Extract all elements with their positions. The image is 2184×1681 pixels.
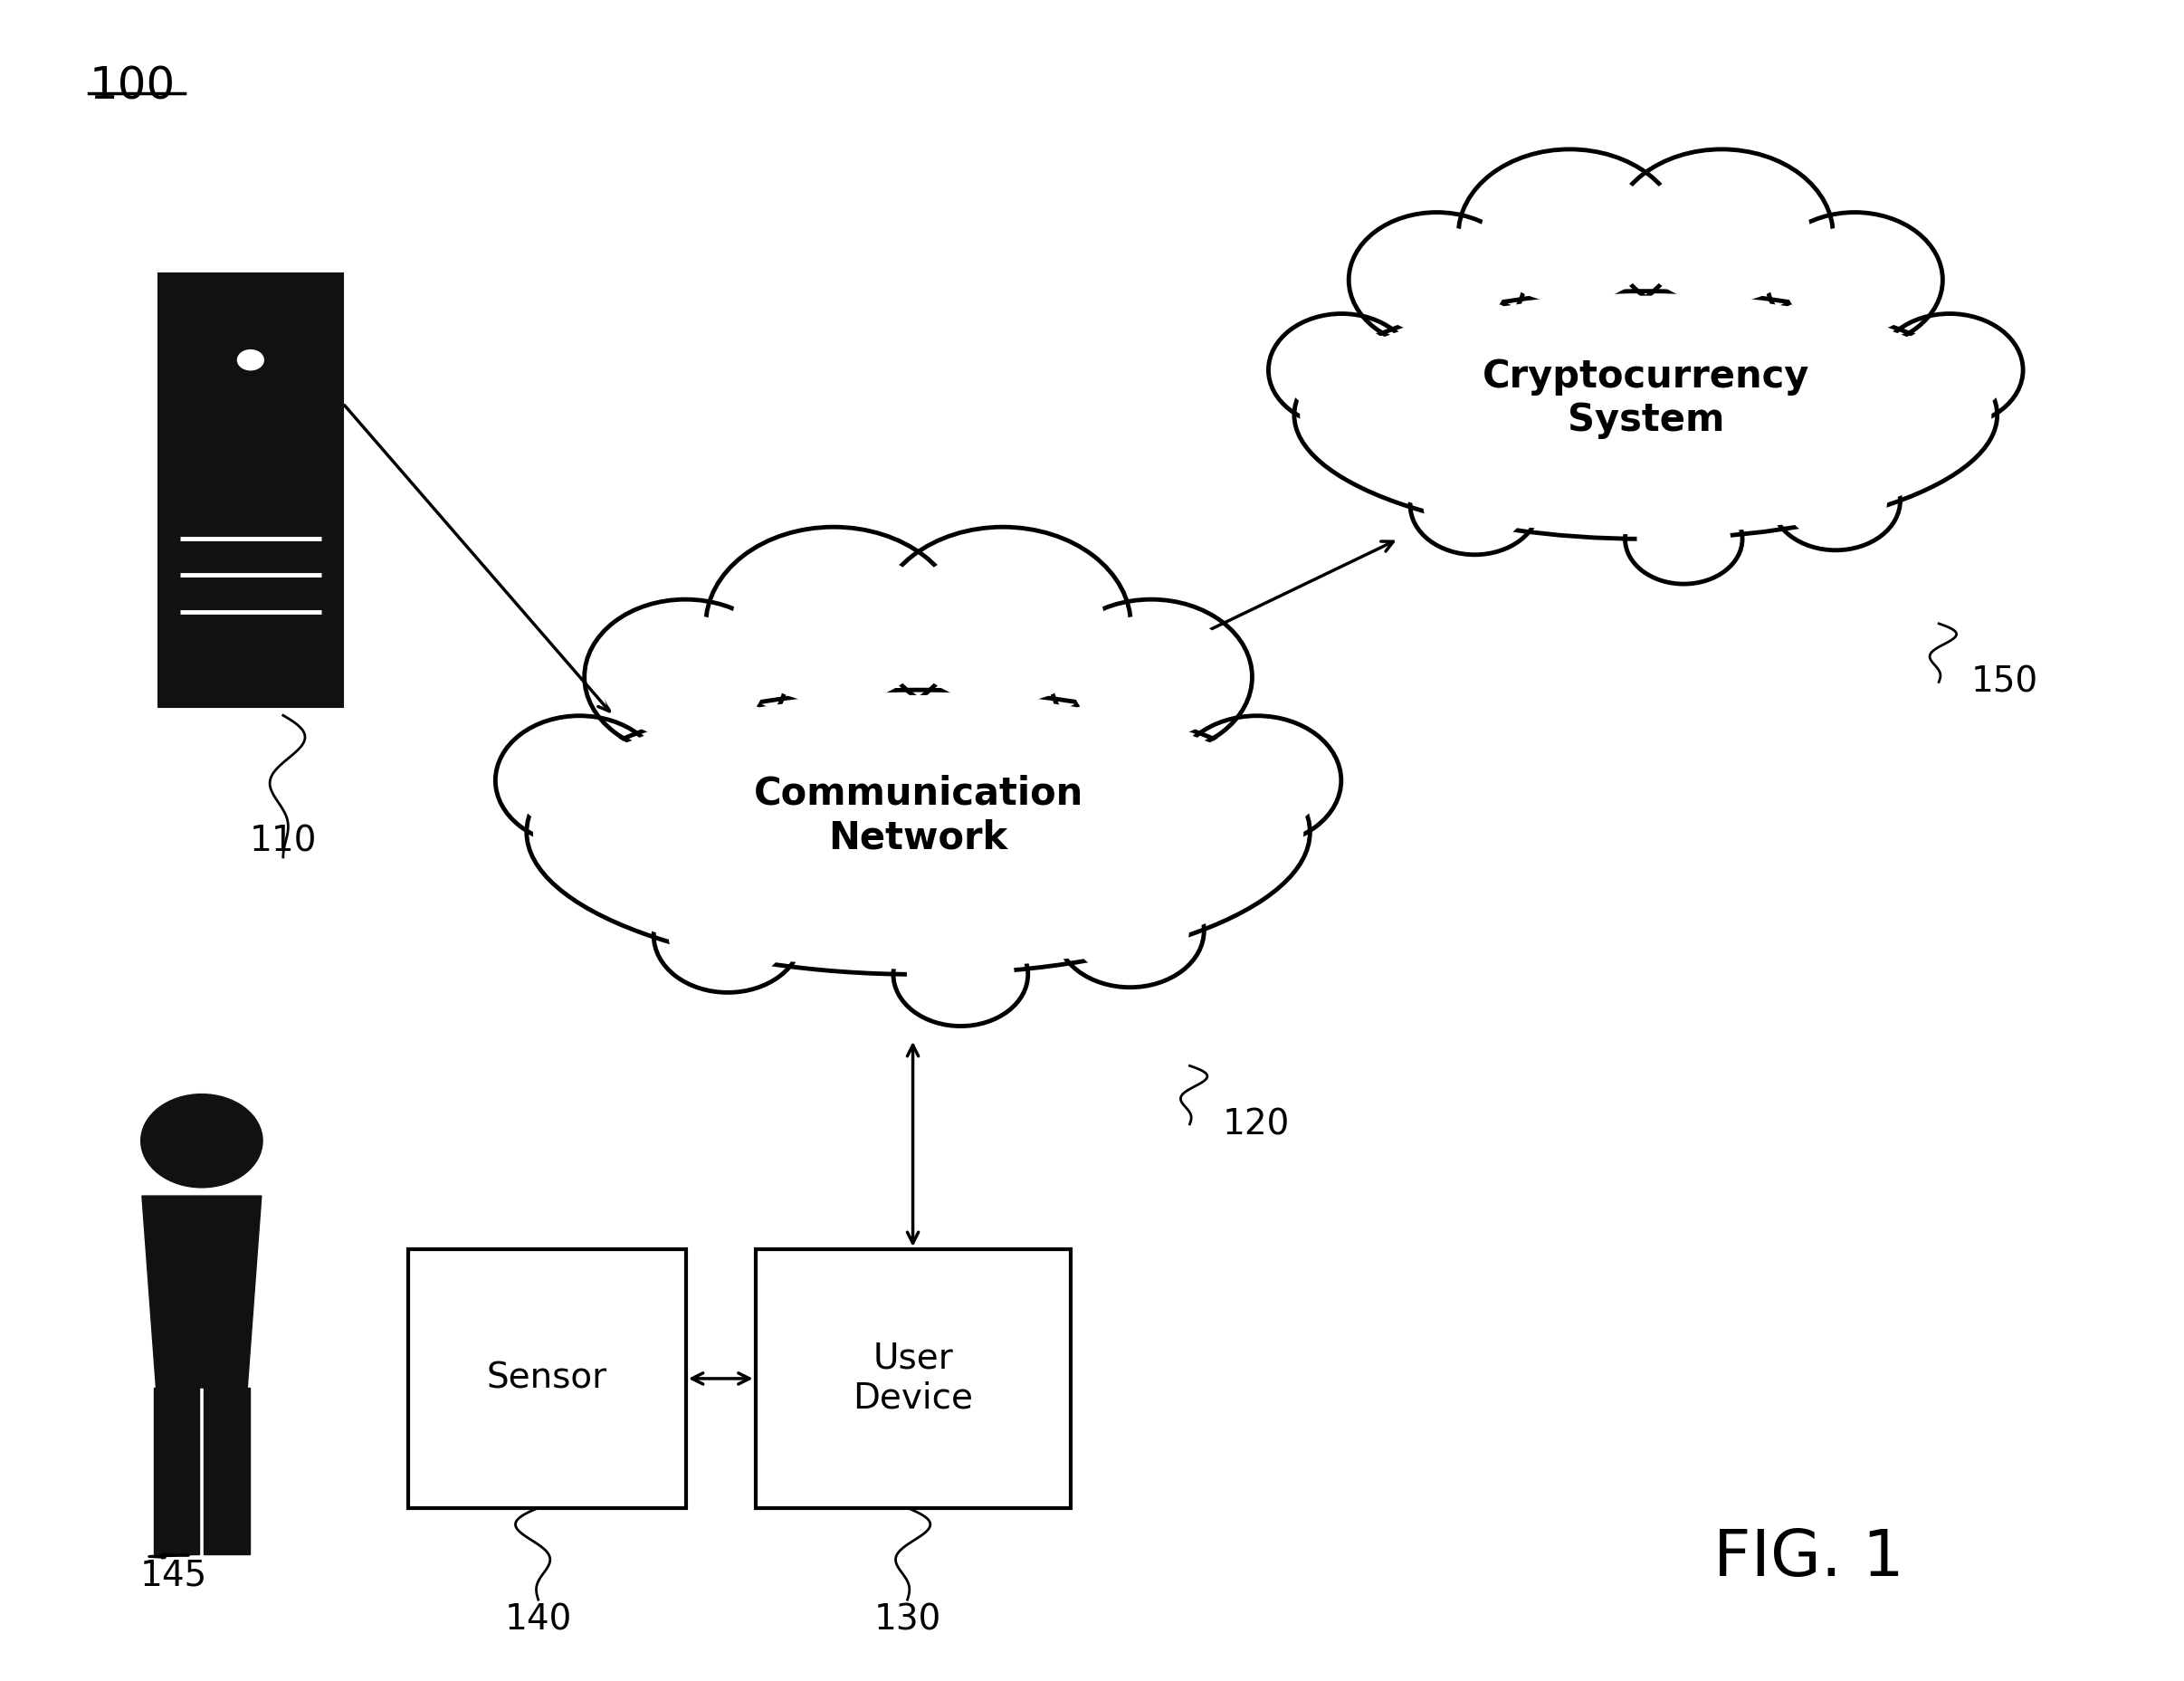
Circle shape [1066, 612, 1236, 743]
FancyBboxPatch shape [157, 274, 343, 708]
Circle shape [1780, 222, 1928, 338]
Ellipse shape [526, 689, 1310, 975]
Circle shape [1269, 314, 1415, 427]
Text: User
Device: User Device [852, 1341, 974, 1415]
Circle shape [1055, 874, 1203, 987]
Circle shape [732, 546, 937, 704]
Text: 120: 120 [1223, 1108, 1289, 1141]
Circle shape [1784, 225, 1924, 335]
Circle shape [1186, 726, 1328, 835]
Circle shape [1634, 501, 1734, 577]
Circle shape [509, 726, 651, 835]
Circle shape [1887, 323, 2011, 419]
Circle shape [1420, 462, 1529, 548]
Circle shape [1350, 212, 1524, 348]
Circle shape [585, 600, 786, 755]
Polygon shape [153, 1389, 199, 1555]
Circle shape [601, 612, 771, 743]
Circle shape [142, 1094, 262, 1187]
Circle shape [1367, 225, 1507, 335]
Circle shape [725, 541, 941, 709]
Circle shape [1634, 166, 1811, 303]
Ellipse shape [1284, 281, 2007, 550]
Circle shape [1610, 150, 1832, 321]
Text: 110: 110 [249, 824, 317, 859]
Circle shape [1280, 323, 1404, 419]
Text: 130: 130 [874, 1604, 941, 1637]
Circle shape [876, 528, 1131, 723]
Ellipse shape [1299, 296, 1992, 535]
Circle shape [1424, 466, 1527, 545]
Ellipse shape [533, 696, 1304, 970]
Circle shape [1767, 212, 1942, 348]
Circle shape [893, 923, 1029, 1025]
Text: 100: 100 [90, 64, 175, 108]
Text: Communication
Network: Communication Network [753, 775, 1083, 857]
Text: 145: 145 [140, 1558, 207, 1592]
Circle shape [1625, 494, 1743, 583]
Circle shape [664, 888, 791, 983]
Circle shape [1070, 884, 1190, 977]
Polygon shape [203, 1389, 249, 1555]
Circle shape [1876, 314, 2022, 427]
Circle shape [904, 930, 1018, 1019]
Circle shape [1363, 222, 1511, 338]
Circle shape [496, 716, 664, 846]
Circle shape [705, 528, 961, 723]
Circle shape [238, 350, 264, 370]
Circle shape [1627, 161, 1817, 308]
Circle shape [1051, 600, 1251, 755]
Circle shape [668, 889, 786, 982]
Circle shape [1068, 883, 1192, 978]
Text: 140: 140 [505, 1604, 572, 1637]
FancyBboxPatch shape [408, 1249, 686, 1508]
Circle shape [893, 541, 1112, 709]
Circle shape [1070, 615, 1232, 740]
Circle shape [900, 546, 1105, 704]
Circle shape [1784, 461, 1887, 540]
Text: Cryptocurrency
System: Cryptocurrency System [1483, 358, 1808, 439]
Circle shape [605, 615, 767, 740]
Ellipse shape [515, 677, 1321, 987]
Circle shape [1636, 503, 1730, 575]
Circle shape [1771, 451, 1900, 550]
Text: Sensor: Sensor [487, 1362, 607, 1395]
Text: 150: 150 [1972, 666, 2038, 699]
Polygon shape [142, 1195, 262, 1389]
Circle shape [1481, 166, 1660, 303]
Circle shape [1459, 150, 1682, 321]
Circle shape [1282, 324, 1400, 415]
Circle shape [1474, 161, 1664, 308]
Text: FIG. 1: FIG. 1 [1712, 1526, 1904, 1589]
Circle shape [1780, 459, 1891, 543]
FancyBboxPatch shape [756, 1249, 1070, 1508]
Circle shape [1411, 456, 1540, 555]
Circle shape [1173, 716, 1341, 846]
Circle shape [1190, 730, 1324, 832]
Circle shape [513, 730, 646, 832]
Ellipse shape [1295, 291, 1996, 540]
Circle shape [653, 879, 802, 992]
Circle shape [1891, 324, 2009, 415]
Circle shape [906, 933, 1016, 1015]
